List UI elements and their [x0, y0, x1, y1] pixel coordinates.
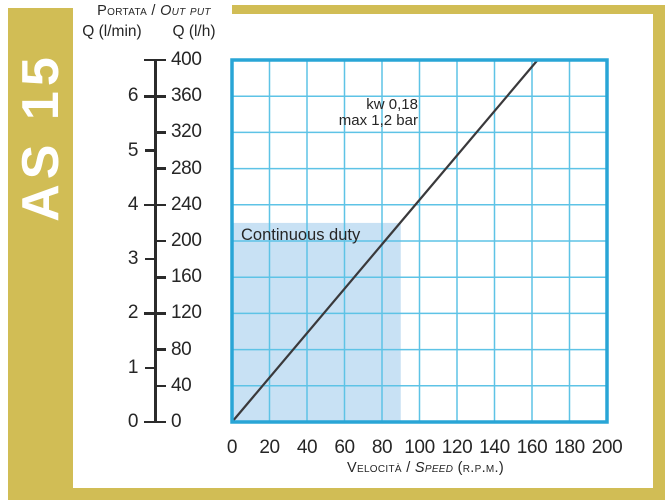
y-tick-label-lh: 80 [171, 338, 192, 360]
model-label-box: AS 15 [8, 8, 73, 266]
y-tick-label-lh: 0 [171, 411, 182, 432]
y-tick-label-lmin: 5 [127, 139, 139, 161]
x-tick-label: 120 [441, 437, 473, 458]
x-tick-label: 80 [371, 437, 393, 458]
y-axis-title: Portata / Out put [89, 3, 219, 19]
y-tick-lh [156, 276, 166, 279]
x-tick-label: 200 [591, 437, 623, 458]
x-tick-label: 60 [334, 437, 355, 458]
frame-right-bar [653, 5, 665, 500]
y-tick-lmin [145, 257, 155, 261]
power-annotation: kw 0,18 max 1,2 bar [218, 97, 418, 128]
flow-line [231, 59, 539, 423]
y-scale-line [154, 60, 157, 422]
y-tick-label-lh: 320 [171, 121, 202, 143]
chart-border [230, 58, 609, 424]
y-tick-label-lh: 360 [171, 85, 202, 107]
x-tick-label: 20 [259, 437, 280, 458]
frame-bottom-bar [8, 488, 665, 500]
y-tick-lmin [145, 149, 155, 152]
model-label: AS 15 [11, 52, 70, 222]
x-axis-title-it: Velocità / [347, 460, 411, 476]
y-tick-label-lmin: 4 [127, 193, 139, 215]
y-tick-label-lmin: 2 [127, 302, 139, 324]
y-axis-unit-lmin: Q (l/min) [82, 23, 142, 40]
y-tick-label-lmin: 0 [127, 411, 139, 432]
power-annotation-line2: max 1,2 bar [338, 111, 418, 129]
y-axis-title-it: Portata / [97, 3, 156, 19]
x-tick-label: 100 [404, 437, 435, 458]
y-tick-label-lh: 240 [171, 193, 202, 215]
y-tick-lmin [145, 366, 155, 369]
y-tick-label-lh: 280 [171, 157, 202, 179]
y-tick-lh [144, 312, 166, 315]
model-sidebar [8, 8, 73, 500]
y-tick-label-lh: 40 [171, 374, 192, 396]
y-tick-lh [156, 131, 166, 134]
x-axis-title: Velocità / Speed (r.p.m.) [238, 460, 613, 476]
y-tick-lh [156, 167, 166, 170]
y-tick-lh [144, 95, 166, 98]
y-tick-lh [144, 58, 166, 62]
y-tick-lh [144, 203, 166, 207]
y-tick-label-lmin: 6 [127, 85, 139, 107]
continuous-duty-label: Continuous duty [241, 226, 361, 244]
x-tick-label: 40 [296, 437, 318, 458]
x-tick-label: 0 [226, 437, 238, 458]
y-tick-label-lh: 200 [171, 230, 202, 251]
y-axis-unit-lh: Q (l/h) [172, 23, 216, 40]
y-tick-lh [156, 348, 166, 351]
x-tick-label: 180 [554, 437, 585, 458]
y-tick-label-lmin: 1 [127, 356, 139, 378]
y-axis-title-en: Out put [160, 3, 211, 19]
x-axis-title-unit: (r.p.m.) [457, 460, 504, 476]
frame-top-bar [232, 5, 665, 14]
x-axis-title-en: Speed [414, 460, 454, 476]
x-tick-label: 140 [479, 437, 510, 458]
y-tick-label-lh: 160 [171, 266, 202, 288]
y-tick-lh [156, 239, 166, 243]
y-tick-label-lh: 400 [171, 49, 202, 70]
y-tick-label-lmin: 3 [127, 248, 139, 270]
y-tick-lh [156, 384, 166, 388]
x-tick-label: 160 [516, 437, 548, 458]
y-tick-lh [144, 420, 166, 424]
power-annotation-line1: kw 0,18 [366, 96, 418, 113]
chart-plot [230, 58, 609, 424]
y-tick-label-lh: 120 [171, 302, 202, 324]
